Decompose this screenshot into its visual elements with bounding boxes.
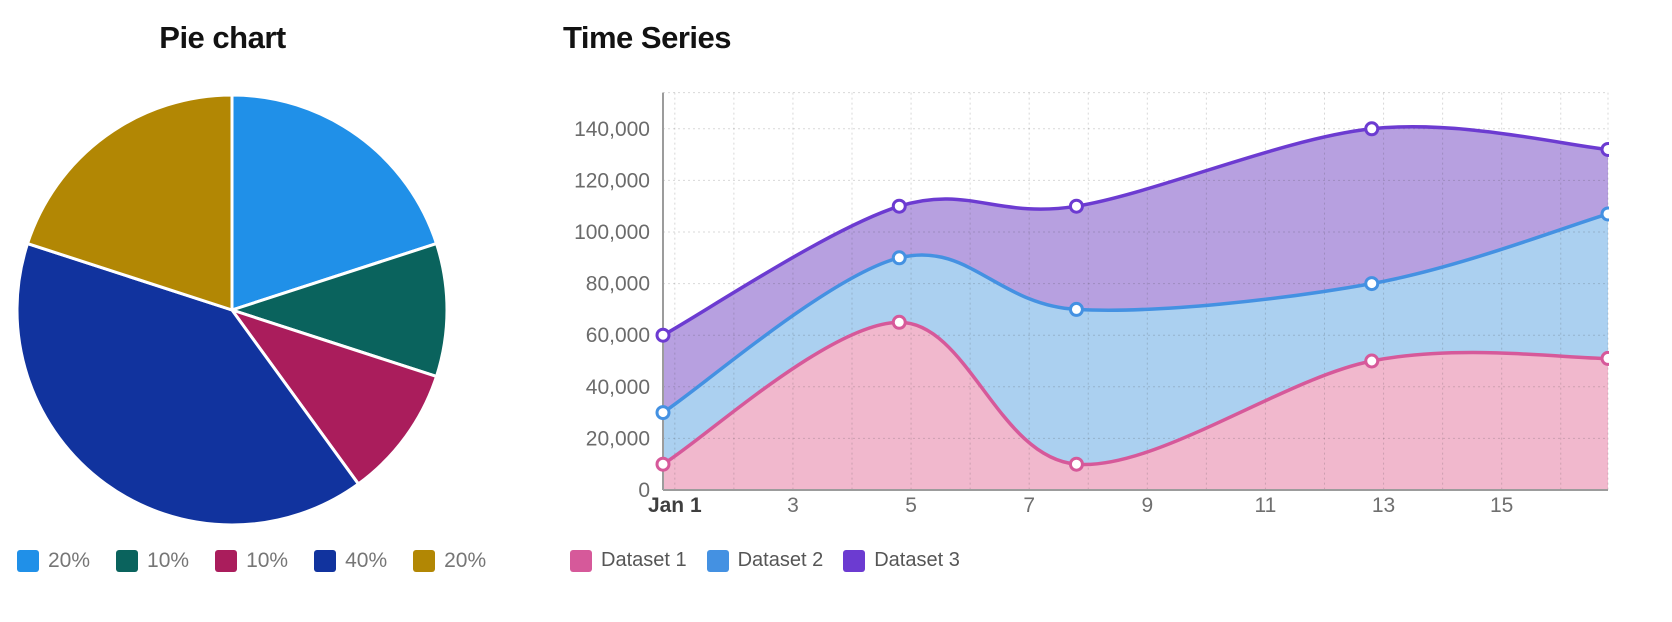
point-dataset-1-0 <box>655 456 671 472</box>
pie-legend-item[interactable]: 20% <box>413 549 486 573</box>
point-dataset-3-2 <box>1068 198 1084 214</box>
x-tick-label-3: 7 <box>1023 494 1035 517</box>
pie-slice-3 <box>15 242 360 527</box>
point-dataset-1-4 <box>1600 350 1609 366</box>
y-tick-label-5: 100,000 <box>574 221 650 244</box>
pie-slice-0 <box>230 93 438 312</box>
x-tick-label-5: 11 <box>1255 494 1277 517</box>
timeseries-legend-item[interactable]: Dataset 2 <box>706 549 824 572</box>
point-dataset-1-2 <box>1068 456 1084 472</box>
pie-legend-swatch <box>215 550 238 572</box>
timeseries-legend-item[interactable]: Dataset 3 <box>843 549 960 572</box>
x-tick-label-4: 9 <box>1141 494 1153 517</box>
timeseries-legend-item[interactable]: Dataset 1 <box>570 549 687 572</box>
point-dataset-2-4 <box>1600 206 1609 222</box>
point-dataset-2-1 <box>891 250 907 266</box>
y-tick-label-1: 20,000 <box>586 427 650 450</box>
point-dataset-3-3 <box>1364 121 1380 137</box>
x-tick-label-1: 3 <box>787 494 799 517</box>
timeseries-legend-swatch <box>706 549 729 572</box>
y-tick-label-7: 140,000 <box>574 118 650 141</box>
point-dataset-1-1 <box>891 314 907 330</box>
point-dataset-3-1 <box>891 198 907 214</box>
pie-legend-label: 40% <box>345 549 388 572</box>
pie-slice-4 <box>26 93 234 312</box>
pie-legend-swatch <box>413 550 436 572</box>
x-tick-label-7: 15 <box>1490 494 1513 517</box>
y-tick-label-3: 60,000 <box>586 324 650 347</box>
point-dataset-3-0 <box>655 327 671 343</box>
pie-legend-swatch <box>314 550 337 572</box>
timeseries-legend: Dataset 1 Dataset 2 Dataset 3 <box>570 549 960 572</box>
pie-legend-label: 10% <box>147 549 190 572</box>
point-dataset-2-2 <box>1068 301 1084 317</box>
x-tick-label-0: Jan 1 <box>648 494 702 517</box>
pie-legend: 20% 10% 10% 40% 20% <box>17 549 486 573</box>
pie-legend-item[interactable]: 20% <box>17 549 90 573</box>
pie-legend-swatch <box>17 550 39 572</box>
point-dataset-2-0 <box>655 405 671 421</box>
x-tick-label-2: 5 <box>905 494 917 517</box>
point-dataset-1-3 <box>1364 353 1380 369</box>
x-tick-label-6: 13 <box>1372 494 1395 517</box>
pie-slice-1 <box>230 242 449 378</box>
timeseries-legend-swatch <box>570 549 592 572</box>
timeseries-legend-label: Dataset 1 <box>601 549 687 571</box>
point-dataset-3-4 <box>1600 141 1609 157</box>
pie-chart <box>15 93 449 527</box>
y-tick-label-6: 120,000 <box>574 169 650 192</box>
pie-slice-2 <box>230 308 438 486</box>
timeseries-legend-label: Dataset 2 <box>737 549 824 571</box>
pie-chart-title: Pie chart <box>159 20 286 55</box>
pie-legend-item[interactable]: 10% <box>116 549 189 573</box>
timeseries-chart: 0 20,000 40,000 60,000 80,000 100,000 120,000 1… <box>574 92 1609 517</box>
point-dataset-2-3 <box>1364 276 1380 292</box>
y-tick-label-2: 40,000 <box>586 376 650 399</box>
pie-legend-item[interactable]: 10% <box>215 549 288 573</box>
timeseries-legend-label: Dataset 3 <box>874 549 960 571</box>
pie-legend-item[interactable]: 40% <box>314 549 387 573</box>
pie-legend-swatch <box>116 550 139 572</box>
y-tick-label-0: 0 <box>638 479 650 502</box>
y-tick-label-4: 80,000 <box>586 273 650 296</box>
timeseries-legend-swatch <box>843 549 866 572</box>
timeseries-title: Time Series <box>563 20 731 55</box>
pie-legend-label: 20% <box>444 549 487 572</box>
pie-legend-label: 20% <box>48 549 91 572</box>
pie-legend-label: 10% <box>246 549 289 572</box>
